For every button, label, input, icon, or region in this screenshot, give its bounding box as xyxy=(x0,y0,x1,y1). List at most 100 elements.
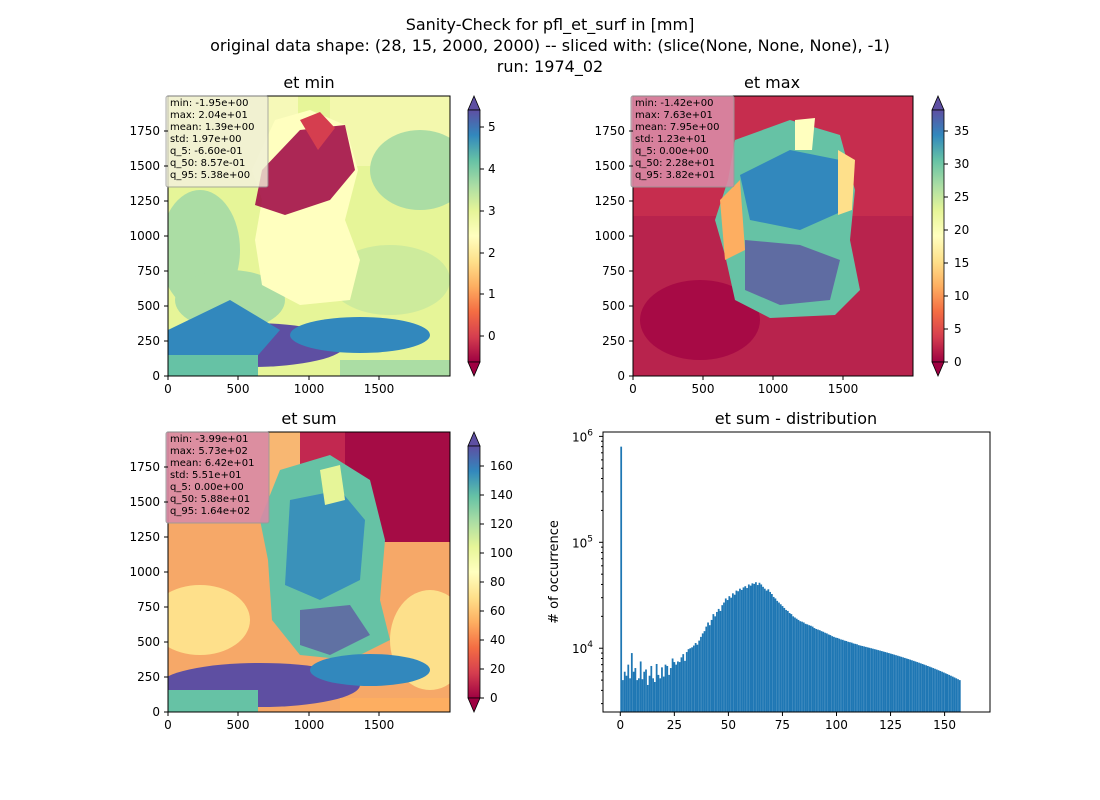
svg-text:0: 0 xyxy=(152,369,160,383)
x-tick-label: 125 xyxy=(879,718,902,732)
svg-text:1000: 1000 xyxy=(594,229,625,243)
histogram-bar xyxy=(788,613,791,712)
histogram-bar xyxy=(827,634,830,712)
histogram-bar xyxy=(726,600,729,712)
histogram-bar xyxy=(785,609,787,712)
svg-text:160: 160 xyxy=(490,459,513,473)
svg-text:q_95: 1.64e+02: q_95: 1.64e+02 xyxy=(170,506,250,517)
svg-text:q_95: 5.38e+00: q_95: 5.38e+00 xyxy=(170,170,250,181)
histogram-bar xyxy=(698,640,701,712)
histogram-bar xyxy=(744,586,747,712)
x-axis: 0 25 50 75 100 125 150 xyxy=(616,712,956,732)
histogram-bar xyxy=(932,668,935,712)
svg-text:60: 60 xyxy=(490,604,505,618)
svg-text:1500: 1500 xyxy=(129,159,160,173)
histogram-bar xyxy=(864,646,867,712)
svg-text:500: 500 xyxy=(137,299,160,313)
svg-text:250: 250 xyxy=(602,334,625,348)
histogram-bar xyxy=(646,684,649,712)
histogram-bar xyxy=(909,659,912,712)
histogram-bar xyxy=(694,643,697,712)
histogram-bar xyxy=(898,656,901,712)
histogram-bar xyxy=(662,676,665,712)
svg-text:q_50: 8.57e-01: q_50: 8.57e-01 xyxy=(170,158,245,169)
histogram-bar xyxy=(914,661,917,712)
histogram-bar xyxy=(781,606,784,712)
histogram-bar xyxy=(684,660,686,712)
histogram-bar xyxy=(714,616,717,712)
svg-text:35: 35 xyxy=(954,124,969,138)
x-tick-label: 0 xyxy=(616,718,624,732)
histogram-bar xyxy=(779,604,782,712)
svg-text:0: 0 xyxy=(152,705,160,719)
y-axis: 0 250 500 750 1000 1250 1500 1750 xyxy=(594,124,633,383)
figure-title-line-1: Sanity-Check for pfl_et_surf in [mm] xyxy=(406,15,695,35)
svg-text:1500: 1500 xyxy=(364,382,395,396)
histogram-bar xyxy=(691,647,693,712)
histogram-bar xyxy=(767,589,770,712)
histogram-bar xyxy=(774,598,777,712)
histogram-bar xyxy=(857,645,860,712)
histogram-bar xyxy=(639,661,642,712)
histogram-bar xyxy=(939,670,942,712)
histogram-bar xyxy=(870,648,873,712)
histogram-bar xyxy=(873,649,876,712)
svg-text:0: 0 xyxy=(954,355,962,369)
svg-text:80: 80 xyxy=(490,575,505,589)
histogram-bar xyxy=(692,645,695,712)
histogram-bar xyxy=(762,586,764,712)
histogram-bar xyxy=(776,600,779,712)
svg-text:15: 15 xyxy=(954,256,969,270)
svg-text:std: 1.97e+00: std: 1.97e+00 xyxy=(170,134,242,145)
svg-text:500: 500 xyxy=(692,382,715,396)
histogram-bar xyxy=(742,587,745,712)
histogram-bar xyxy=(717,608,720,712)
histogram-bar xyxy=(879,650,881,712)
histogram-bar xyxy=(811,626,814,712)
histogram-bar xyxy=(888,653,890,712)
histogram-bar xyxy=(673,662,676,712)
histogram-bar xyxy=(900,656,903,712)
histogram-bar xyxy=(813,628,816,712)
svg-text:1000: 1000 xyxy=(294,718,325,732)
svg-text:1750: 1750 xyxy=(129,124,160,138)
x-tick-label: 25 xyxy=(667,718,682,732)
histogram-bar xyxy=(911,660,913,712)
histogram-bar xyxy=(951,676,954,712)
histogram-bar xyxy=(632,671,635,712)
svg-text:25: 25 xyxy=(954,190,969,204)
svg-text:0: 0 xyxy=(490,691,498,705)
svg-text:1250: 1250 xyxy=(594,194,625,208)
svg-text:1500: 1500 xyxy=(129,495,160,509)
histogram-bar xyxy=(889,653,892,712)
histogram-bar xyxy=(895,655,897,712)
histogram-bar xyxy=(733,594,736,712)
histogram-bar xyxy=(643,671,646,712)
histogram-bar xyxy=(675,664,678,712)
histogram-bar xyxy=(696,644,699,712)
histogram-bar xyxy=(820,631,823,712)
panel-title: et sum xyxy=(281,409,336,428)
svg-text:3: 3 xyxy=(488,204,496,218)
histogram-bar xyxy=(625,675,628,712)
histogram-bar xyxy=(746,588,748,712)
svg-text:min: -3.99e+01: min: -3.99e+01 xyxy=(170,434,249,445)
svg-text:1500: 1500 xyxy=(828,382,859,396)
histogram-bar xyxy=(680,657,683,712)
histogram-bar xyxy=(916,662,919,712)
histogram-bar xyxy=(875,649,878,712)
y-tick-label: 106 xyxy=(572,428,593,444)
histogram-bar xyxy=(838,638,841,712)
histogram-bar xyxy=(678,662,681,712)
svg-text:500: 500 xyxy=(227,382,250,396)
histogram-bar xyxy=(872,648,874,712)
histogram-bar xyxy=(769,591,771,712)
histogram-bar xyxy=(655,663,658,712)
histogram-bar xyxy=(707,622,709,712)
histogram-bar xyxy=(783,607,786,712)
svg-text:mean: 7.95e+00: mean: 7.95e+00 xyxy=(635,122,719,133)
histogram-bar xyxy=(765,590,768,712)
histogram-bar xyxy=(677,661,679,712)
svg-text:1000: 1000 xyxy=(129,229,160,243)
